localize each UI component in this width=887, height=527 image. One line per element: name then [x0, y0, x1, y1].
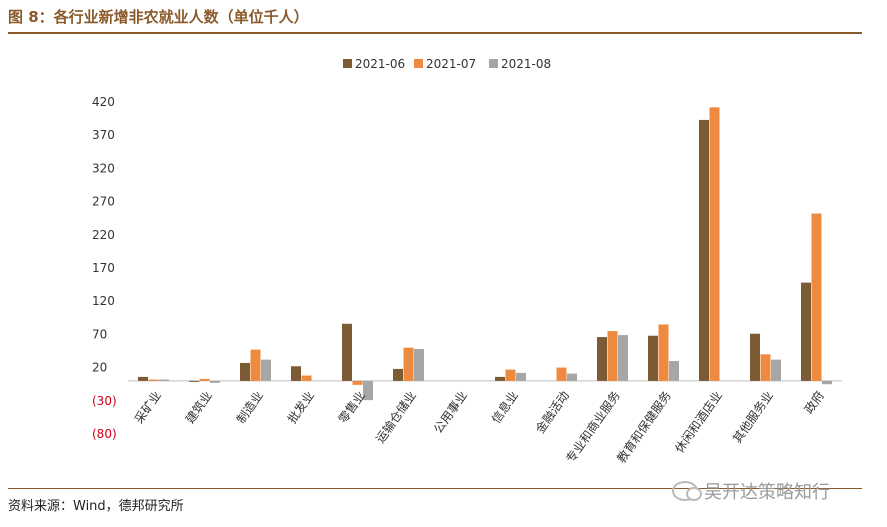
bar-2021-07: [760, 354, 771, 381]
bar-2021-08: [210, 380, 220, 383]
bar-2021-06: [291, 366, 301, 381]
bar-2021-08: [567, 373, 577, 381]
legend-label: 2021-08: [501, 57, 551, 71]
bar-2021-07: [199, 378, 210, 381]
bar-2021-08: [363, 380, 373, 401]
bar-2021-06: [801, 282, 811, 381]
bar-2021-07: [148, 379, 159, 381]
y-tick-label: 70: [92, 327, 107, 341]
x-category-label: 教育和保健服务: [613, 388, 673, 465]
bar-2021-08: [414, 349, 424, 381]
y-tick-label: 320: [92, 161, 115, 175]
x-category-label: 休闲和酒店业: [672, 389, 725, 456]
x-category-label: 批发业: [284, 388, 317, 426]
legend-label: 2021-06: [355, 57, 405, 71]
source-note: 资料来源：Wind，德邦研究所: [8, 499, 184, 514]
bar-2021-07: [607, 331, 618, 381]
x-category-label: 制造业: [234, 389, 266, 427]
bar-2021-06: [750, 333, 760, 381]
watermark-text: 吴开达策略知行: [704, 482, 830, 503]
y-tick-label: 20: [92, 361, 107, 375]
x-category-label: 零售业: [335, 388, 368, 426]
y-tick-label: 120: [92, 294, 115, 308]
bar-2021-07: [301, 375, 312, 381]
bar-2021-07: [505, 369, 516, 381]
x-category-label: 专业和商业服务: [562, 388, 622, 465]
bar-2021-08: [159, 379, 169, 381]
bar-2021-08: [618, 335, 628, 381]
legend-swatch: [414, 59, 423, 68]
x-category-label: 其他服务业: [729, 388, 776, 446]
bar-2021-08: [669, 360, 679, 381]
wechat-icon: [672, 481, 702, 501]
legend-swatch: [343, 59, 352, 68]
bar-chart: 2021-06 2021-07 2021-08 420 370 320 270 220 170 1…: [92, 57, 842, 465]
watermark: 吴开达策略知行: [672, 478, 830, 504]
y-tick-label: (30): [92, 394, 117, 408]
bar-2021-07: [658, 324, 669, 381]
title-rule: [8, 32, 862, 34]
x-category-label: 金融活动: [532, 388, 572, 436]
bar-2021-08: [771, 359, 781, 381]
x-category-label: 公用事业: [431, 389, 470, 436]
y-tick-label: 270: [92, 195, 115, 209]
bar-2021-07: [709, 107, 720, 381]
y-tick-label: 370: [92, 128, 115, 142]
legend-swatch: [489, 59, 498, 68]
chart-title: 图 8：各行业新增非农就业人数（单位千人）: [8, 8, 309, 26]
x-category-label: 采矿业: [132, 389, 164, 427]
bar-2021-06: [648, 335, 658, 381]
x-category-label: 运输仓储业: [372, 388, 419, 446]
x-category-label: 信息业: [488, 388, 521, 426]
bar-2021-06: [138, 376, 148, 381]
y-tick-label: 170: [92, 261, 115, 275]
bar-2021-07: [811, 213, 822, 381]
bar-2021-08: [822, 380, 832, 385]
x-category-label: 政府: [801, 388, 827, 416]
footer-rule: [8, 488, 862, 489]
bar-2021-06: [189, 380, 199, 382]
bar-2021-06: [597, 337, 607, 381]
y-tick-label: 420: [92, 95, 115, 109]
bar-2021-07: [352, 380, 363, 385]
bar-2021-06: [699, 119, 709, 381]
bar-2021-08: [261, 359, 271, 381]
y-tick-label: 220: [92, 228, 115, 242]
bar-2021-08: [516, 372, 526, 381]
bar-2021-07: [556, 367, 567, 381]
bar-2021-07: [403, 347, 414, 381]
y-tick-label: (80): [92, 427, 117, 441]
bar-2021-06: [342, 323, 352, 381]
bar-2021-06: [393, 368, 403, 381]
bar-2021-06: [240, 362, 250, 381]
bar-2021-06: [495, 376, 505, 381]
legend-label: 2021-07: [426, 57, 476, 71]
x-category-label: 建筑业: [182, 388, 215, 426]
bar-2021-07: [250, 349, 261, 381]
